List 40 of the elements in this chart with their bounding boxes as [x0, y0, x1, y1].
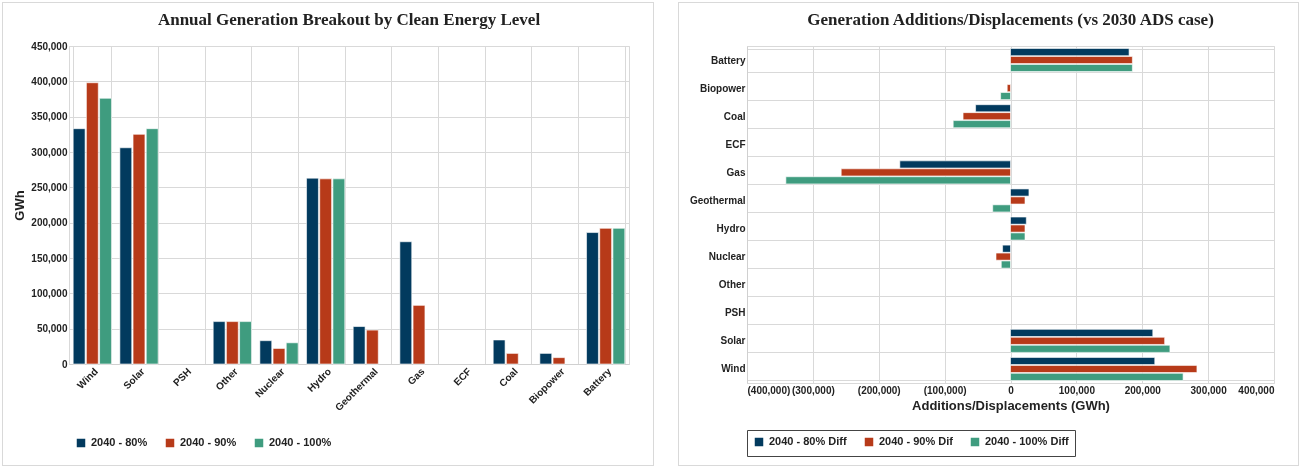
x-tick-label: 400,000: [1238, 384, 1275, 396]
y-tick-label: Hydro: [716, 223, 746, 235]
legend-label: 2040 - 100% Diff: [985, 435, 1070, 447]
x-tick-label: (200,000): [857, 384, 901, 396]
x-tick-label: Gas: [405, 365, 427, 387]
y-tick-label: 400,000: [31, 75, 68, 87]
y-tick-label: 250,000: [31, 181, 68, 193]
legend-label: 2040 - 90%: [180, 436, 237, 448]
legend-label: 2040 - 100%: [269, 436, 332, 448]
y-tick-label: 200,000: [31, 217, 68, 229]
x-tick-label: 200,000: [1124, 384, 1162, 396]
y-tick-label: Geothermal: [689, 194, 746, 206]
y-tick-label: 100,000: [31, 287, 68, 299]
chart-title: Annual Generation Breakout by Clean Energy Level: [157, 10, 541, 29]
x-tick-label: 100,000: [1058, 384, 1096, 396]
x-tick-label: 0: [1008, 384, 1015, 396]
y-tick-label: Biopower: [699, 82, 746, 94]
x-axis-title: Additions/Displacements (GWh): [912, 397, 1110, 413]
y-tick-label: 50,000: [36, 323, 68, 335]
legend-label: 2040 - 80% Diff: [769, 435, 847, 447]
y-tick-label: Battery: [711, 54, 746, 66]
x-tick-label: 300,000: [1190, 384, 1228, 396]
y-tick-label: Other: [718, 279, 746, 291]
y-tick-label: 150,000: [31, 252, 68, 264]
x-tick-label: (300,000): [791, 384, 835, 396]
y-tick-label: Nuclear: [708, 251, 746, 263]
y-tick-label: PSH: [724, 307, 746, 319]
y-tick-label: ECF: [725, 138, 746, 150]
y-tick-label: 350,000: [31, 111, 68, 123]
legend-label: 2040 - 90% Dif: [879, 435, 954, 447]
x-tick-label: (100,000): [923, 384, 967, 396]
chart-title: Generation Additions/Displacements (vs 2030 ADS case): [807, 10, 1214, 29]
legend-label: 2040 - 80%: [91, 436, 148, 448]
y-tick-label: 300,000: [31, 146, 68, 158]
y-tick-label: Solar: [720, 335, 746, 347]
x-tick-label: (400,000): [747, 384, 791, 396]
y-tick-label: Gas: [726, 166, 746, 178]
y-tick-label: Coal: [723, 110, 746, 122]
y-tick-label: 450,000: [31, 40, 68, 52]
y-axis-title: GWh: [12, 190, 28, 221]
